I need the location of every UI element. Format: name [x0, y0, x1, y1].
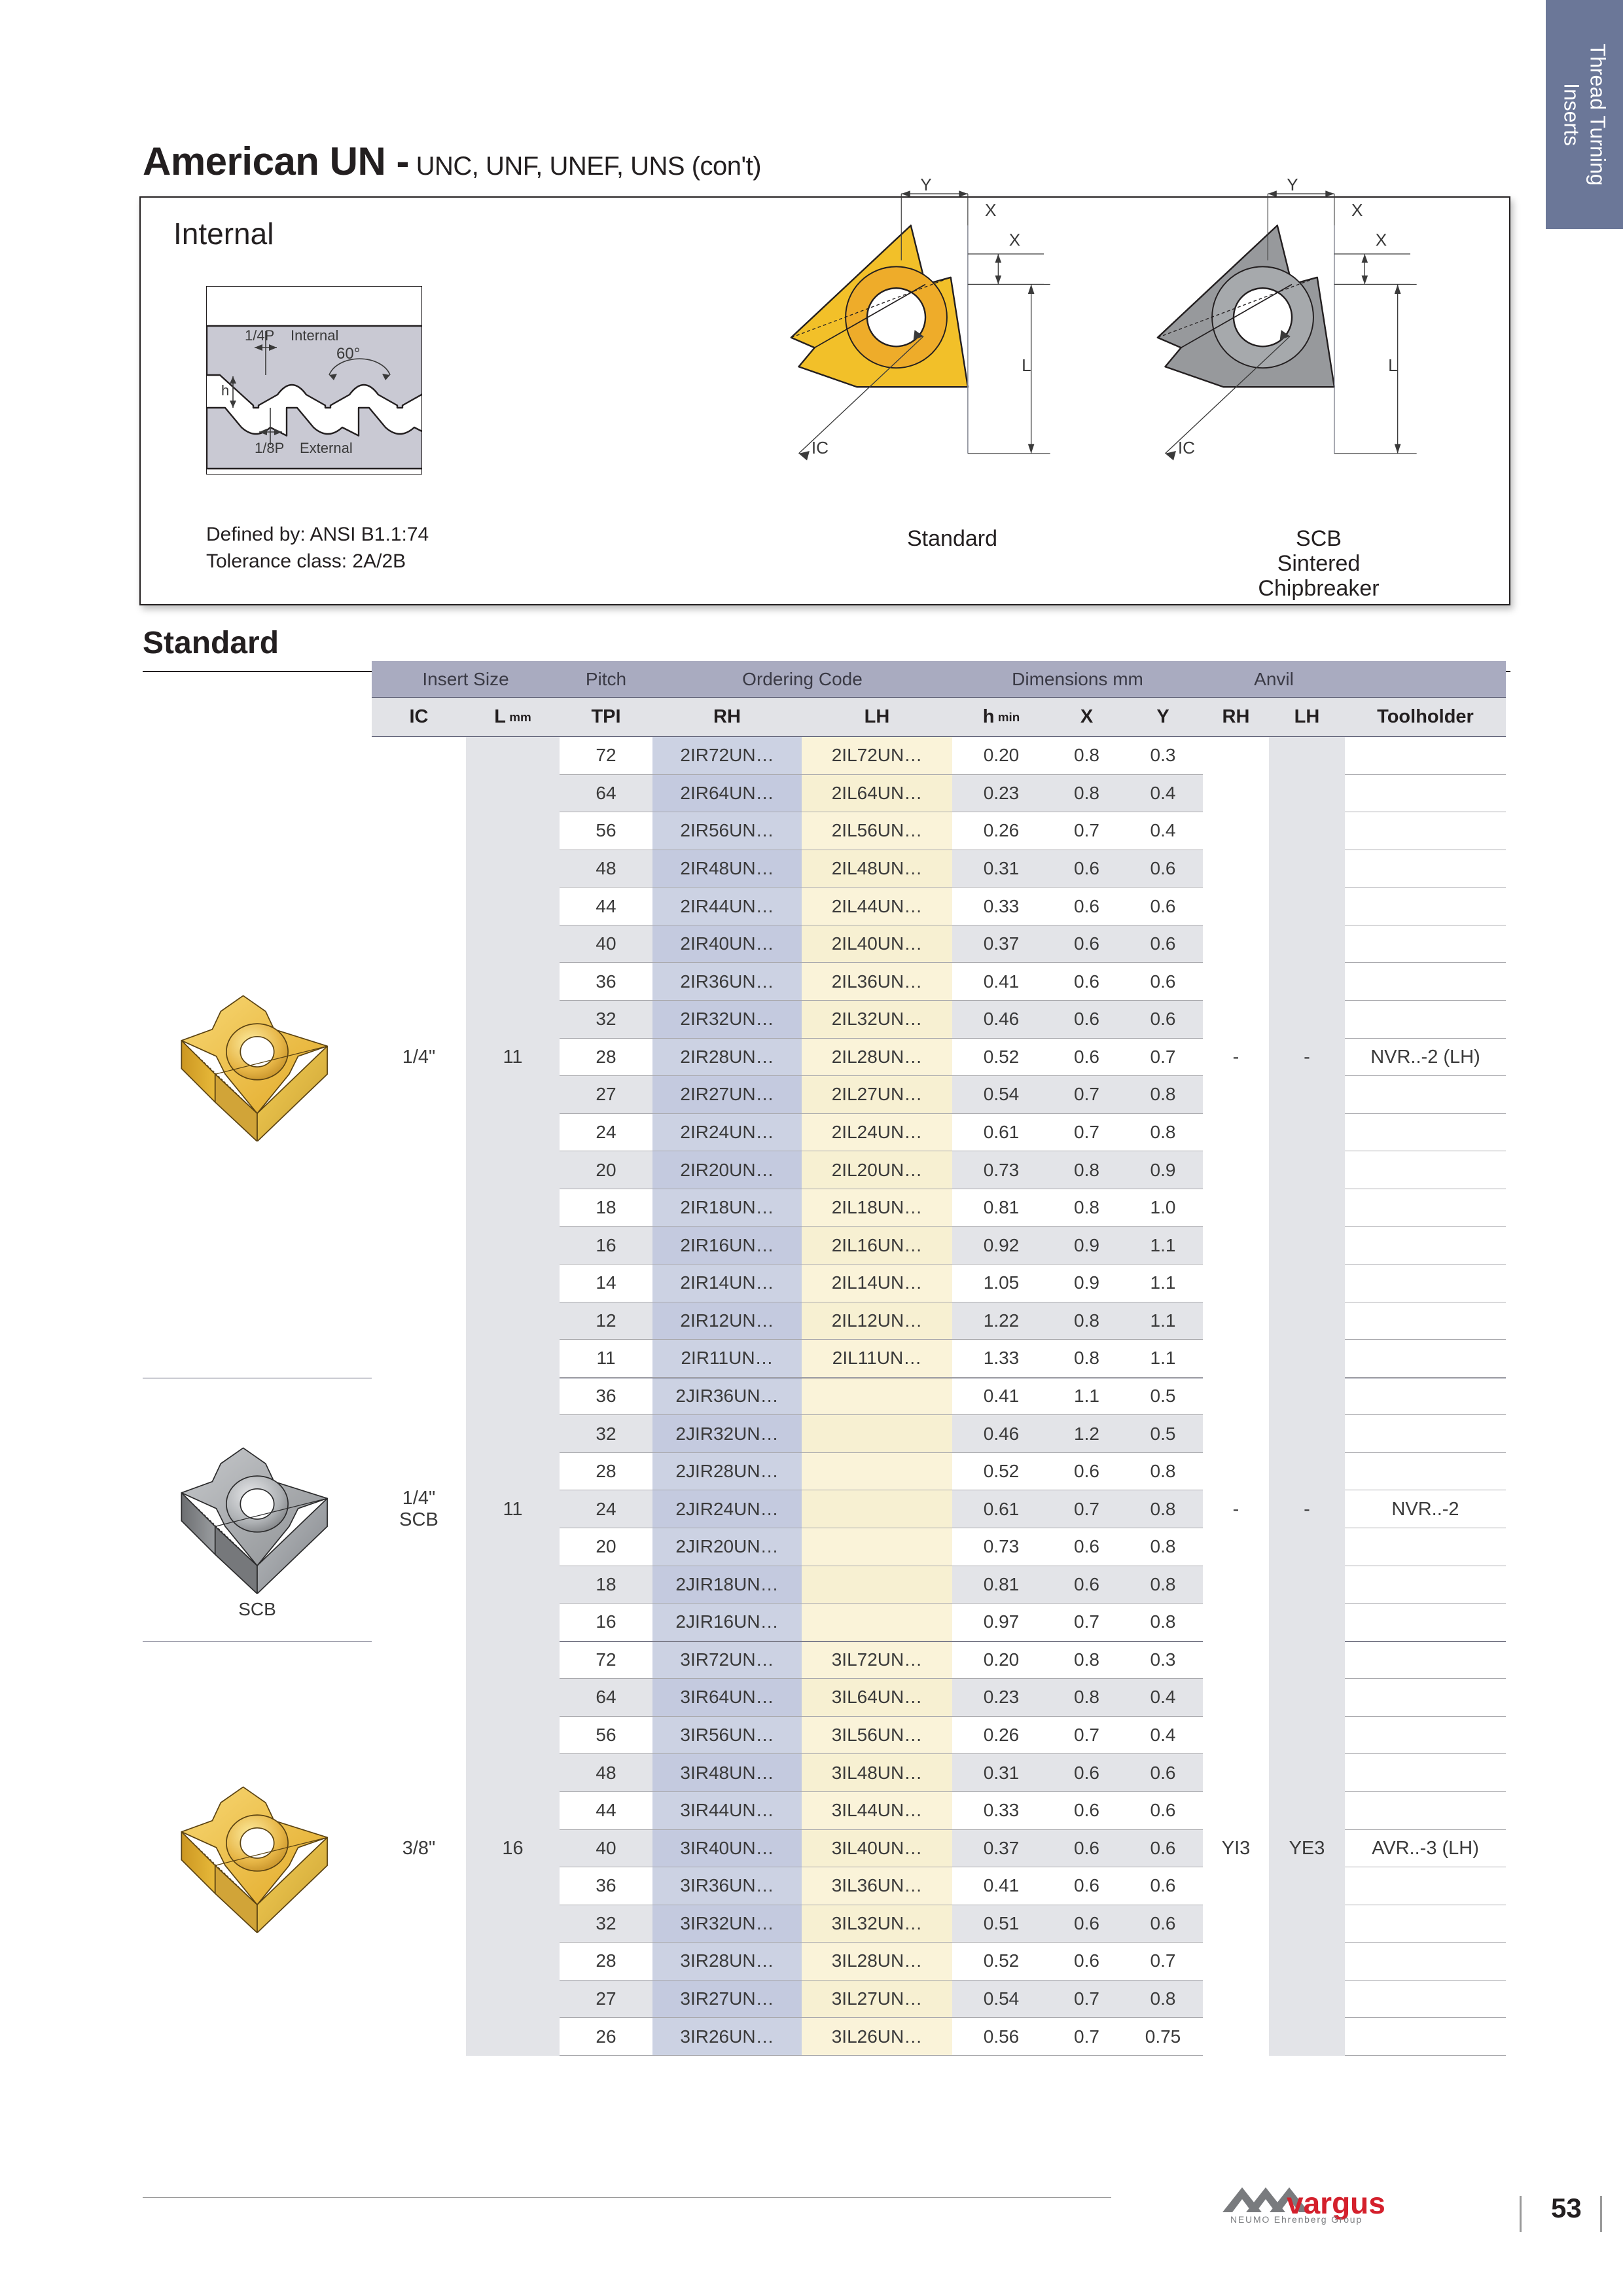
- svg-text:Y: Y: [1287, 175, 1298, 194]
- svg-text:External: External: [300, 440, 353, 456]
- svg-text:L: L: [1022, 355, 1031, 375]
- svg-text:IC: IC: [812, 438, 829, 457]
- svg-text:Y: Y: [920, 175, 931, 194]
- svg-text:h: h: [221, 382, 229, 399]
- svg-text:NEUMO Ehrenberg Group: NEUMO Ehrenberg Group: [1230, 2214, 1363, 2225]
- svg-text:L: L: [1388, 355, 1398, 375]
- svg-text:X: X: [985, 200, 996, 220]
- svg-text:1/4P: 1/4P: [245, 327, 274, 344]
- svg-text:X: X: [1351, 200, 1363, 220]
- svg-text:IC: IC: [1178, 438, 1195, 457]
- svg-text:Internal: Internal: [291, 327, 338, 344]
- svg-text:X: X: [1376, 230, 1387, 249]
- svg-text:1/8P: 1/8P: [255, 440, 284, 456]
- svg-text:X: X: [1009, 230, 1020, 249]
